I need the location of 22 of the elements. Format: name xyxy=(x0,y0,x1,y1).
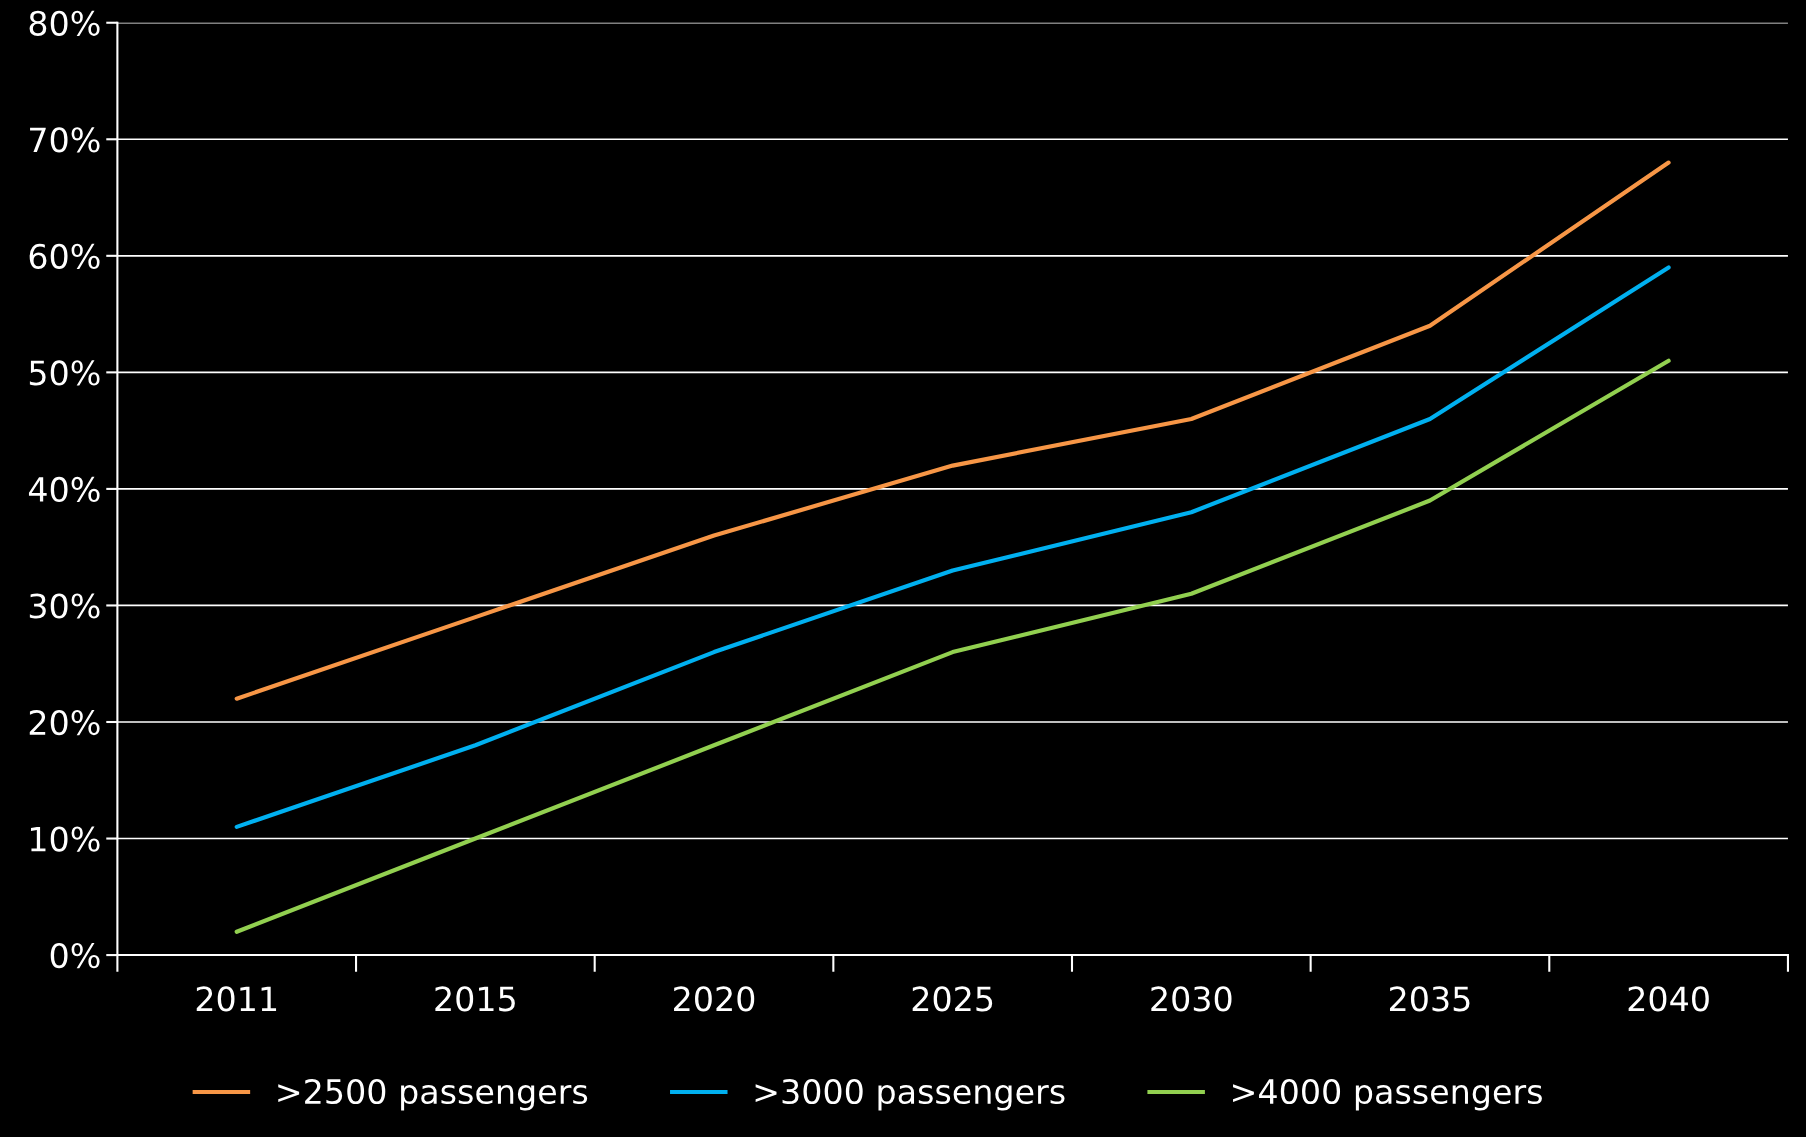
x-tick-label: 2020 xyxy=(674,986,755,1012)
x-tick-label: 2030 xyxy=(1151,986,1232,1012)
y-tick-label: 40% xyxy=(28,476,100,503)
line-series xyxy=(234,265,1671,829)
y-tick-label: 30% xyxy=(29,593,100,619)
x-tick-label: 2015 xyxy=(435,986,515,1012)
y-tick-label: 10% xyxy=(30,826,100,852)
x-tick-label: 2040 xyxy=(1628,986,1709,1012)
y-tick-label: 80% xyxy=(29,10,100,36)
legend-label: >3000 passengers xyxy=(755,1078,1065,1111)
x-tick-label: 2011 xyxy=(196,986,277,1012)
y-tick-label: 50% xyxy=(29,360,100,386)
y-tick-label: 0% xyxy=(50,943,100,969)
line-series xyxy=(234,160,1671,701)
x-tick-label: 2035 xyxy=(1389,986,1470,1012)
legend-label: >4000 passengers xyxy=(1233,1078,1542,1111)
y-tick-label: 60% xyxy=(29,243,100,269)
x-tick-label: 2025 xyxy=(912,986,993,1012)
y-tick-label: 70% xyxy=(30,127,100,153)
line-series xyxy=(234,358,1671,934)
legend-label: >2500 passengers xyxy=(278,1078,588,1111)
y-tick-label: 20% xyxy=(29,709,100,736)
